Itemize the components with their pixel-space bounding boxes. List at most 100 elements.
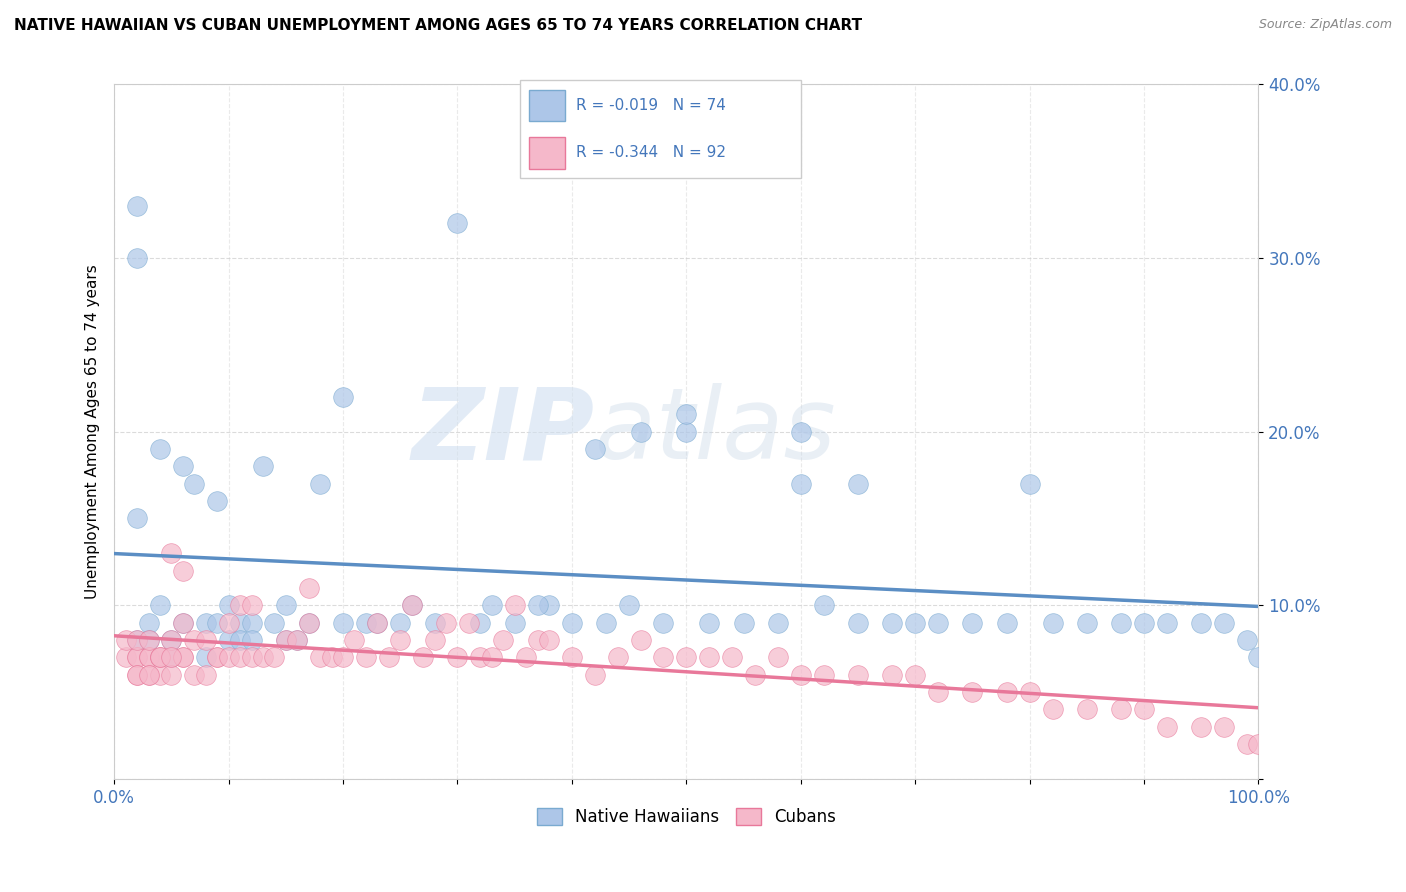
Point <box>1189 720 1212 734</box>
Point <box>172 459 194 474</box>
Text: atlas: atlas <box>595 384 837 480</box>
Point <box>332 390 354 404</box>
Point <box>583 667 606 681</box>
Point <box>790 425 813 439</box>
Point <box>354 615 377 630</box>
Point <box>114 633 136 648</box>
Point <box>194 650 217 665</box>
Point <box>160 650 183 665</box>
Point <box>354 650 377 665</box>
Point <box>389 633 412 648</box>
Point <box>927 615 949 630</box>
Point <box>481 599 503 613</box>
Text: Source: ZipAtlas.com: Source: ZipAtlas.com <box>1258 18 1392 31</box>
Point <box>766 650 789 665</box>
Point <box>229 615 252 630</box>
Point <box>378 650 401 665</box>
Point <box>470 650 492 665</box>
Point <box>160 633 183 648</box>
Point <box>503 615 526 630</box>
Point <box>160 546 183 560</box>
Point <box>240 650 263 665</box>
Point <box>389 615 412 630</box>
Point <box>846 615 869 630</box>
Point <box>813 599 835 613</box>
Point <box>125 650 148 665</box>
Point <box>652 615 675 630</box>
Point <box>218 650 240 665</box>
Point <box>138 650 160 665</box>
Point <box>904 667 927 681</box>
Point <box>882 667 904 681</box>
Point <box>1018 685 1040 699</box>
Point <box>675 407 697 421</box>
FancyBboxPatch shape <box>529 137 565 169</box>
Legend: Native Hawaiians, Cubans: Native Hawaiians, Cubans <box>530 802 842 833</box>
Point <box>332 650 354 665</box>
Point <box>183 633 205 648</box>
Point <box>138 667 160 681</box>
Point <box>1109 615 1132 630</box>
Point <box>423 633 446 648</box>
Point <box>995 685 1018 699</box>
Point <box>401 599 423 613</box>
Point <box>138 633 160 648</box>
Point <box>172 564 194 578</box>
Point <box>606 650 628 665</box>
Point <box>125 650 148 665</box>
Text: ZIP: ZIP <box>412 384 595 480</box>
Point <box>423 615 446 630</box>
Point <box>561 650 583 665</box>
Point <box>252 650 274 665</box>
Point <box>149 442 172 456</box>
Point <box>160 650 183 665</box>
Point <box>446 650 468 665</box>
Point <box>1076 702 1098 716</box>
Point <box>160 667 183 681</box>
Text: NATIVE HAWAIIAN VS CUBAN UNEMPLOYMENT AMONG AGES 65 TO 74 YEARS CORRELATION CHAR: NATIVE HAWAIIAN VS CUBAN UNEMPLOYMENT AM… <box>14 18 862 33</box>
Point <box>470 615 492 630</box>
Point <box>125 511 148 525</box>
Point <box>321 650 343 665</box>
Point <box>298 615 321 630</box>
Point <box>149 650 172 665</box>
Point <box>343 633 366 648</box>
Point <box>298 581 321 595</box>
Point <box>309 650 332 665</box>
Point <box>160 650 183 665</box>
Point <box>515 650 537 665</box>
Point <box>229 633 252 648</box>
Text: R = -0.344   N = 92: R = -0.344 N = 92 <box>576 145 727 161</box>
Point <box>434 615 457 630</box>
Point <box>492 633 515 648</box>
Point <box>125 199 148 213</box>
FancyBboxPatch shape <box>529 90 565 121</box>
Point <box>205 494 228 508</box>
Point <box>595 615 617 630</box>
Point <box>995 615 1018 630</box>
Point <box>744 667 766 681</box>
Point <box>366 615 388 630</box>
Point <box>1213 720 1236 734</box>
Point <box>1133 702 1156 716</box>
Point <box>125 633 148 648</box>
Point <box>240 615 263 630</box>
Point <box>138 667 160 681</box>
Point <box>583 442 606 456</box>
Point <box>229 599 252 613</box>
Point <box>458 615 481 630</box>
Point <box>309 476 332 491</box>
Point <box>675 425 697 439</box>
Point <box>183 476 205 491</box>
Point <box>446 216 468 230</box>
Point <box>274 599 297 613</box>
Point <box>481 650 503 665</box>
Point <box>138 633 160 648</box>
Point <box>218 615 240 630</box>
Point <box>526 633 548 648</box>
Point <box>160 633 183 648</box>
Point <box>617 599 640 613</box>
Point <box>1236 737 1258 751</box>
Point <box>285 633 308 648</box>
Point <box>218 633 240 648</box>
